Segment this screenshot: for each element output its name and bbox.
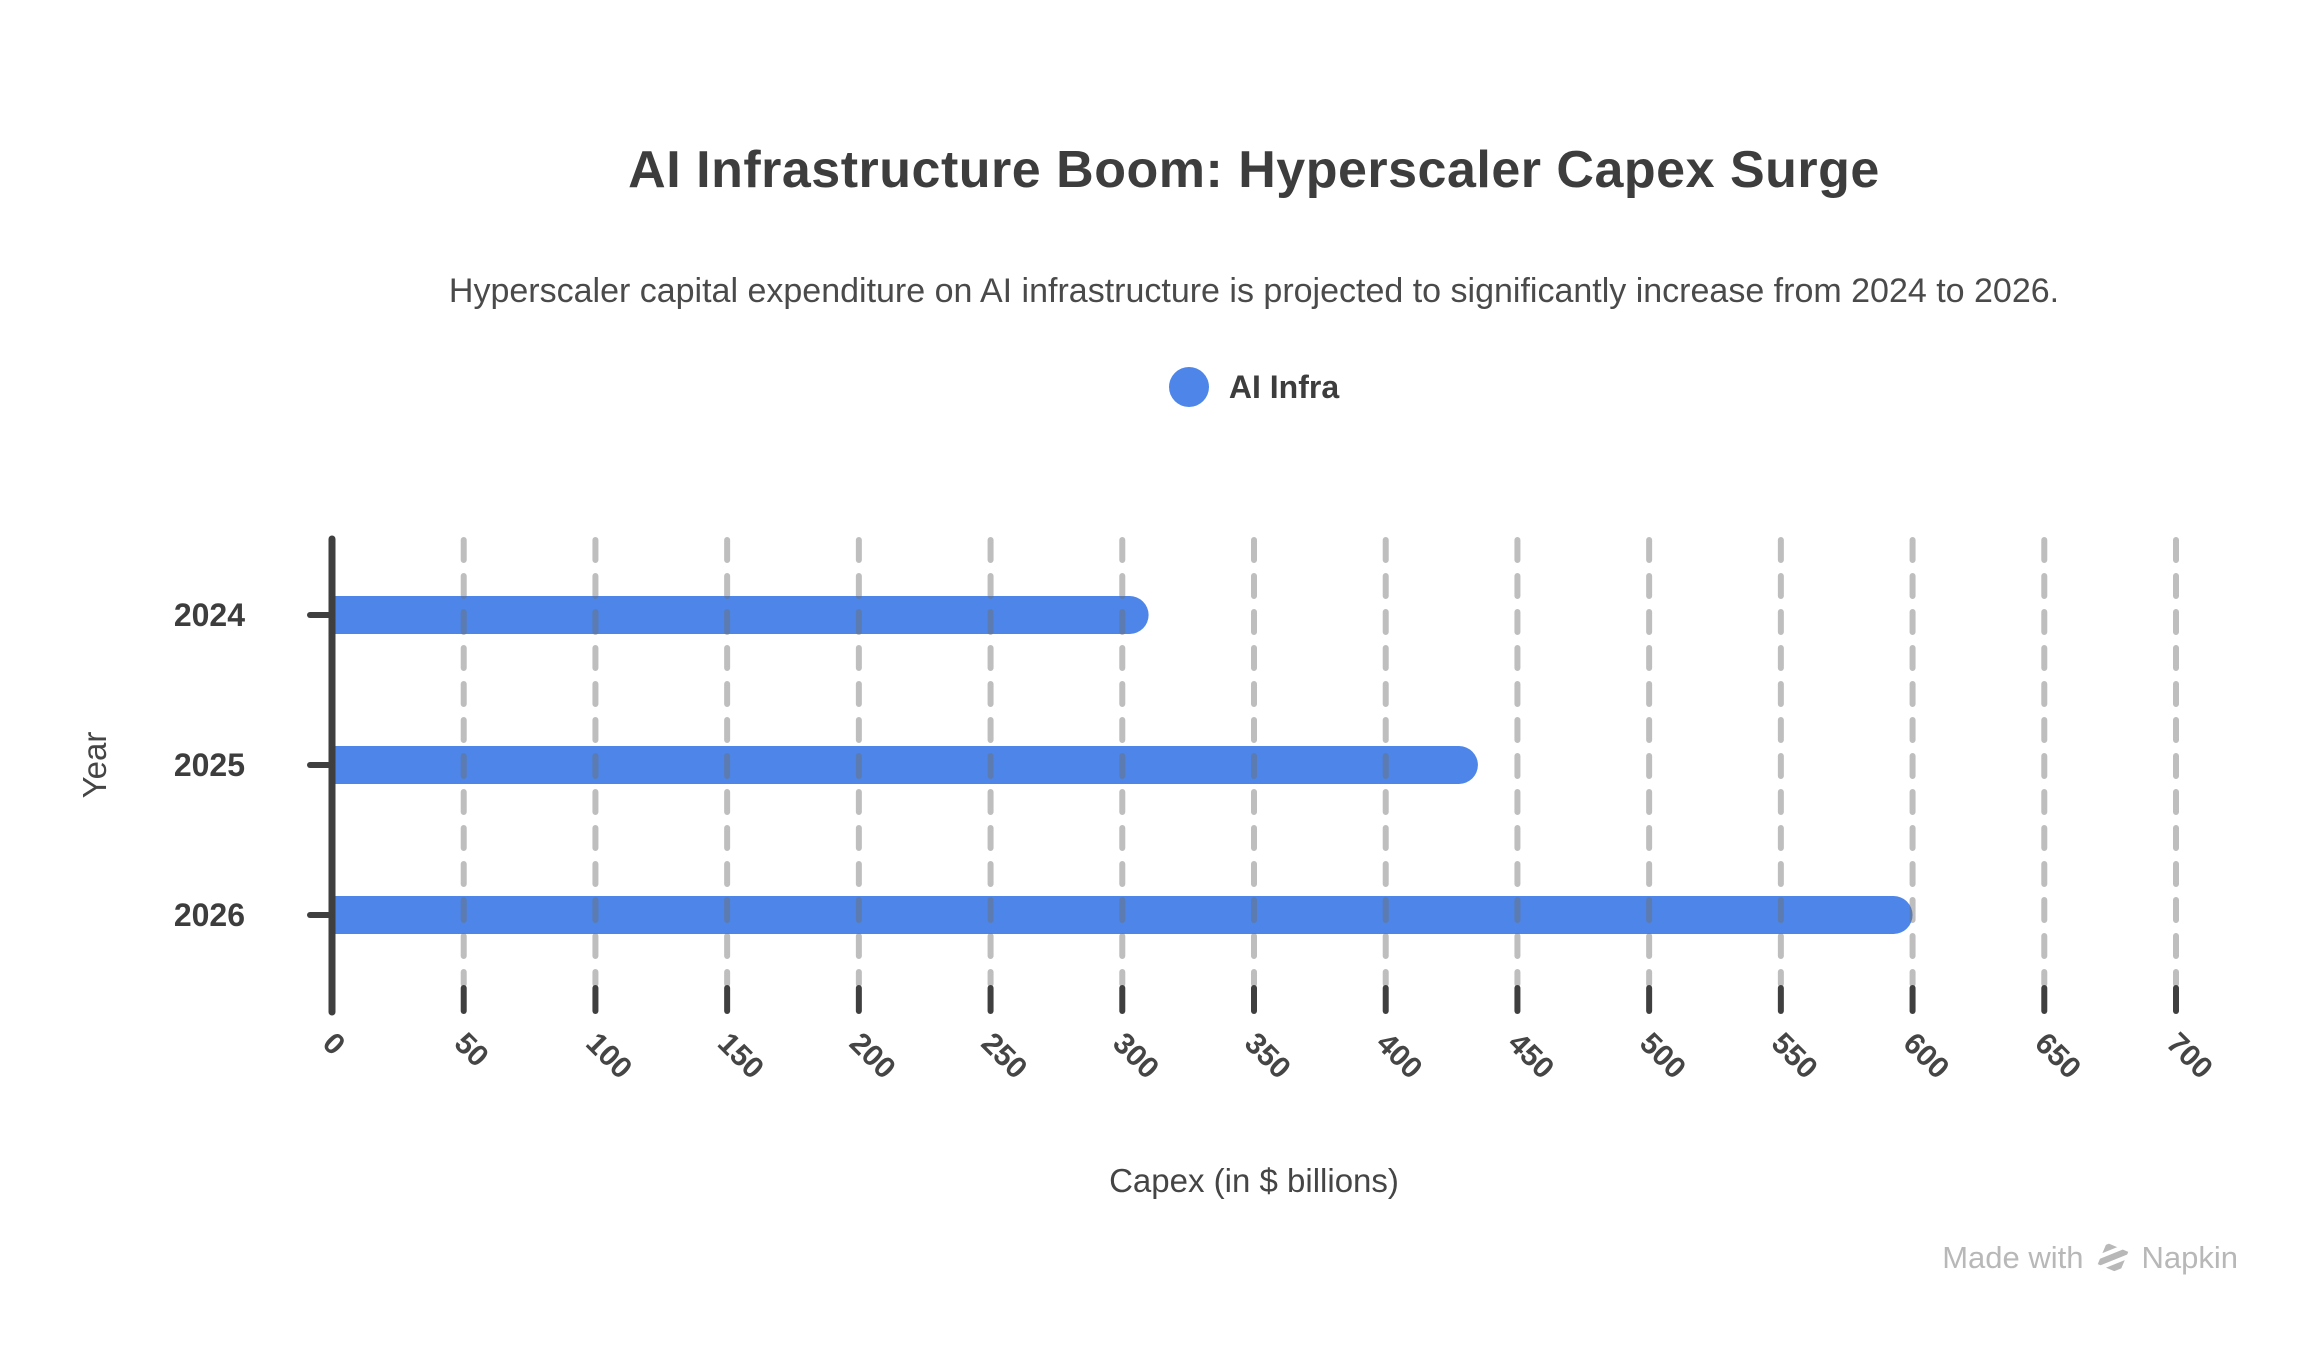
y-category-label-2025: 2025 [174, 747, 245, 783]
x-tick-label-700: 700 [2160, 1027, 2219, 1086]
watermark-made-with-text: Made with [1942, 1240, 2084, 1275]
x-tick-label-350: 350 [1238, 1027, 1297, 1086]
x-tick-label-600: 600 [1897, 1027, 1956, 1086]
x-tick-label-500: 500 [1633, 1027, 1692, 1086]
chart-subtitle: Hyperscaler capital expenditure on AI in… [448, 272, 2060, 310]
x-tick-label-400: 400 [1370, 1027, 1429, 1086]
napkin-watermark[interactable]: Made with Napkin [1942, 1240, 2238, 1276]
watermark-brand-text: Napkin [2141, 1240, 2239, 1275]
bar-2025 [332, 746, 1478, 784]
y-category-label-2024: 2024 [174, 597, 245, 633]
x-tick-label-550: 550 [1765, 1027, 1824, 1086]
x-tick-label-50: 50 [448, 1027, 495, 1074]
x-tick-label-200: 200 [843, 1027, 902, 1086]
x-tick-label-0: 0 [316, 1027, 351, 1062]
x-tick-label-300: 300 [1106, 1027, 1165, 1086]
bar-2026 [332, 896, 1913, 934]
napkin-logo-icon [2097, 1242, 2128, 1274]
legend-marker-dot [1168, 367, 1209, 407]
bar-2024 [332, 596, 1149, 634]
x-tick-label-100: 100 [579, 1027, 638, 1086]
y-category-label-2026: 2026 [174, 897, 245, 933]
legend-series-label: AI Infra [1228, 368, 1340, 405]
legend: AI Infra [204, 364, 2304, 410]
chart-title: AI Infrastructure Boom: Hyperscaler Cape… [628, 141, 1880, 199]
x-tick-label-250: 250 [975, 1027, 1034, 1086]
x-axis-title: Capex (in $ billions) [1109, 1162, 1399, 1199]
x-tick-label-450: 450 [1501, 1027, 1560, 1086]
x-tick-label-650: 650 [2028, 1027, 2087, 1086]
x-tick-label-150: 150 [711, 1027, 770, 1086]
